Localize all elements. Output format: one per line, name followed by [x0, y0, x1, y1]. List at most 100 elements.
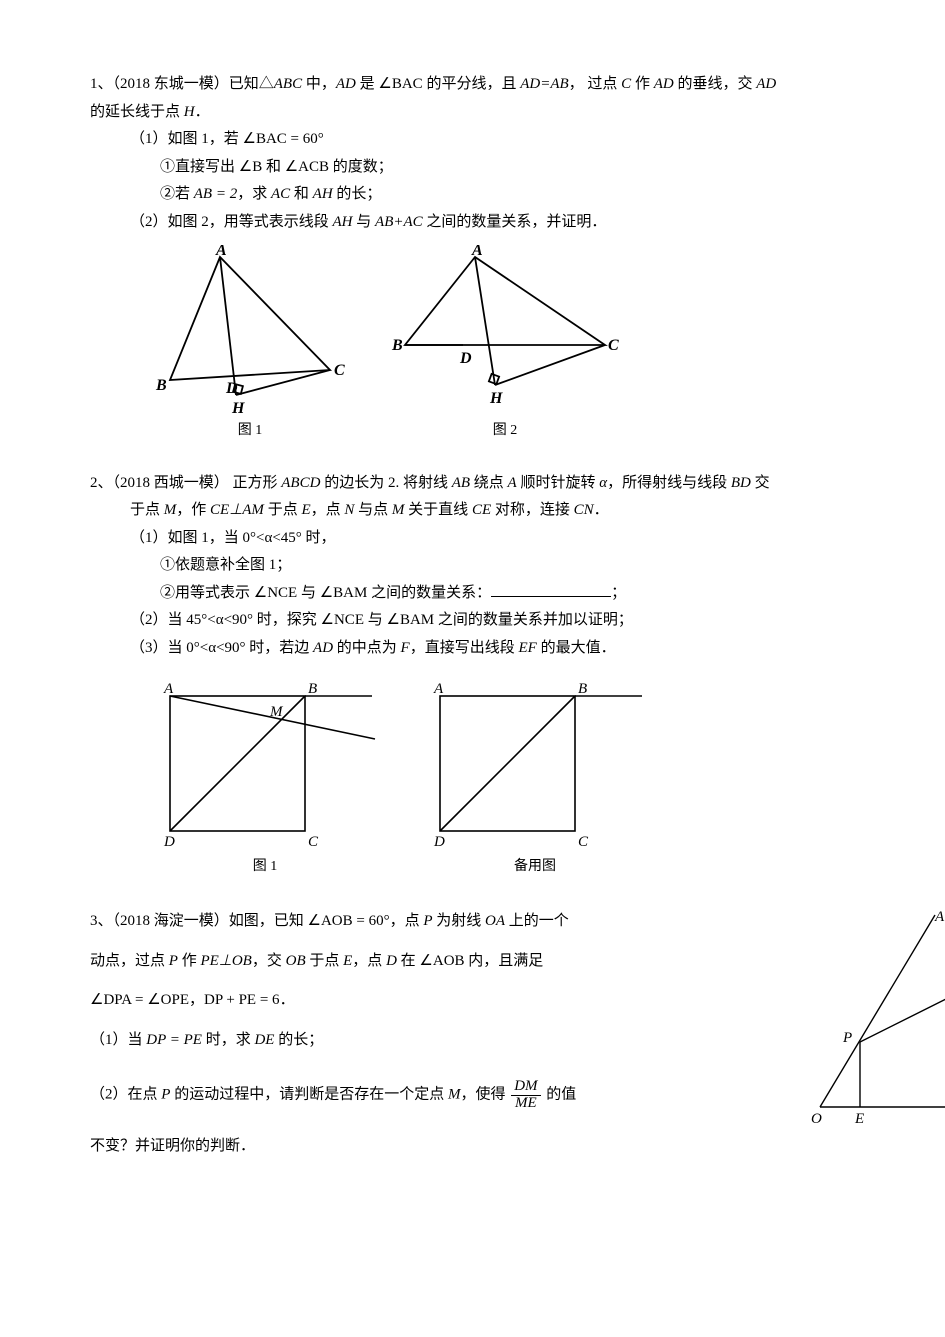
- p1-abc: ABC: [274, 76, 302, 92]
- p1f2-C: C: [608, 337, 619, 354]
- problem-3: 3、（2018 海淀一模）如图，已知 ∠AOB = 60°，点 P 为射线 OA…: [90, 907, 945, 1161]
- p3-fig-svg: A B O P D E: [805, 907, 945, 1127]
- p1f1-D: D: [225, 380, 238, 397]
- p3-s2-d: M: [448, 1087, 461, 1103]
- p1-l1-t2: 是: [356, 76, 379, 92]
- p1-l2-a: 的延长线于点: [90, 104, 184, 120]
- frac-num: DM: [511, 1079, 540, 1096]
- p3-s2-a: （2）在点: [90, 1087, 161, 1103]
- p2-l2-2: 于点: [264, 502, 302, 518]
- p1-s12-g: 的长；: [333, 186, 382, 202]
- p2-sub2: （2）当 45°<α<90° 时，探究 ∠NCE 与 ∠BAM 之间的数量关系并…: [90, 608, 945, 634]
- p2-s3-c: 的中点为: [333, 640, 401, 656]
- blank-line: [491, 582, 611, 597]
- p3-last: 不变？并证明你的判断．: [90, 1134, 795, 1160]
- p1f1-H: H: [231, 400, 245, 415]
- p3-l3-a: ∠DPA = ∠OPE: [90, 992, 189, 1008]
- p1-s2-e: 之间的数量关系，并证明．: [423, 214, 607, 230]
- problem-1: 1、（2018 东城一模）已知△ABC 中，AD 是 ∠BAC 的平分线，且 A…: [90, 72, 945, 443]
- p3-s1-a: （1）当: [90, 1032, 146, 1048]
- p1-l1-t0: 1、（2018 东城一模）已知△: [90, 76, 274, 92]
- p1-s12-b: AB = 2: [194, 186, 237, 202]
- p1-l2-b: ．: [195, 104, 210, 120]
- p3-line1: 3、（2018 海淀一模）如图，已知 ∠AOB = 60°，点 P 为射线 OA…: [90, 909, 795, 935]
- p1-s12-d: AC: [271, 186, 290, 202]
- p3-l2-OB: OB: [286, 953, 306, 969]
- p3-l1-0: 3、（2018 海淀一模）如图，已知: [90, 913, 308, 929]
- frac-den: ME: [511, 1096, 540, 1112]
- p2f1-D: D: [163, 834, 175, 850]
- p2-s3-f: EF: [518, 640, 536, 656]
- p1-s2-d: AB+AC: [375, 214, 423, 230]
- p2-M2: M: [392, 502, 405, 518]
- p2-s2-a: （2）当 45°<α<90° 时，探究: [130, 612, 321, 628]
- p1-fig1-cap: 图 1: [150, 419, 350, 443]
- p1-l1-t4: ， 过点: [569, 76, 622, 92]
- p3-s2-c: 的运动过程中，请判断是否存在一个定点: [170, 1087, 448, 1103]
- fraction-dm-me: DM ME: [511, 1079, 540, 1112]
- p1-s12-f: AH: [313, 186, 333, 202]
- p2-sub1: （1）如图 1，当 0°<α<45° 时，: [90, 526, 945, 552]
- p1-sub1-2: ②若 AB = 2，求 AC 和 AH 的长；: [90, 182, 945, 208]
- p2-s2-b: ∠NCE: [321, 612, 364, 628]
- p3-l3-e: ．: [280, 992, 295, 1008]
- p2-l1-2: 绕点: [470, 475, 508, 491]
- p2-s2-d: ∠BAM: [387, 612, 435, 628]
- p1-H: H: [184, 104, 195, 120]
- p2-l1-4: ，所得射线与线段: [607, 475, 731, 491]
- p2-CEAM: CE⊥AM: [210, 502, 264, 518]
- p2-sub3: （3）当 0°<α<90° 时，若边 AD 的中点为 F，直接写出线段 EF 的…: [90, 636, 945, 662]
- p2f1-C: C: [308, 834, 319, 850]
- p2-s3-a: （3）当 0°<α<90° 时，若边: [130, 640, 313, 656]
- p1-c: C: [621, 76, 631, 92]
- p2-line1: 2、（2018 西城一模） 正方形 ABCD 的边长为 2. 将射线 AB 绕点…: [90, 471, 945, 497]
- p1-s11-c: 和: [262, 159, 285, 175]
- p2-fig2-block: A B C D 备用图: [420, 681, 650, 879]
- p1-line2: 的延长线于点 H．: [90, 100, 945, 126]
- p3-l3-b: DP + PE = 6: [204, 992, 280, 1008]
- p1-bac: ∠BAC: [378, 76, 422, 92]
- p1-fig1-block: A B C D H 图 1: [150, 245, 350, 443]
- p1f1-A: A: [215, 245, 227, 259]
- p2-s12-b: ∠NCE: [254, 585, 297, 601]
- p1-s12-c: ，求: [237, 186, 271, 202]
- p3-line2: 动点，过点 P 作 PE⊥OB，交 OB 于点 E，点 D 在 ∠AOB 内，且…: [90, 949, 795, 975]
- p1-s12-a: ②若: [160, 186, 194, 202]
- p2-alpha: α: [599, 475, 607, 491]
- p2-s12-c: 与: [297, 585, 320, 601]
- p2-BD: BD: [731, 475, 751, 491]
- p3-l1-eq: ∠AOB = 60°: [308, 913, 390, 929]
- p2-s2-c: 与: [364, 612, 387, 628]
- p1-adab: AD=AB: [520, 76, 568, 92]
- p1-figures: A B C D H 图 1 A: [150, 245, 945, 443]
- p3f-O: O: [811, 1111, 822, 1127]
- p3-l1-P: P: [423, 913, 432, 929]
- p2-CE: CE: [472, 502, 491, 518]
- p2-l2-1: ，作: [176, 502, 210, 518]
- p1-s2-a: （2）如图 2，用等式表示线段: [130, 214, 333, 230]
- p1-s2-c: 与: [353, 214, 376, 230]
- p3-l2-3: 于点: [306, 953, 344, 969]
- p3-l2-4: ，点: [352, 953, 386, 969]
- p2-sub1-1: ①依题意补全图 1；: [90, 553, 945, 579]
- p3-line3: ∠DPA = ∠OPE，DP + PE = 6．: [90, 988, 795, 1014]
- p1-s11-a: ①直接写出: [160, 159, 239, 175]
- p3-l2-E: E: [343, 953, 352, 969]
- p1-s11-d: ∠ACB: [285, 159, 329, 175]
- p3f-E: E: [854, 1111, 864, 1127]
- p2-l1-0: 2、（2018 西城一模） 正方形: [90, 475, 281, 491]
- p1-ad2: AD: [654, 76, 674, 92]
- p2-A: A: [508, 475, 517, 491]
- p1-s11-e: 的度数；: [329, 159, 393, 175]
- p1-fig2-block: A B C D H 图 2: [390, 245, 620, 443]
- p1-ad: AD: [336, 76, 356, 92]
- p1-l1-t6: 的垂线，交: [674, 76, 757, 92]
- p1-s12-e: 和: [290, 186, 313, 202]
- p1-sub2: （2）如图 2，用等式表示线段 AH 与 AB+AC 之间的数量关系，并证明．: [90, 210, 945, 236]
- p2-line2: 于点 M，作 CE⊥AM 于点 E，点 N 与点 M 关于直线 CE 对称，连接…: [90, 498, 945, 524]
- p3-s1-e: 的长；: [274, 1032, 323, 1048]
- p2f2-C: C: [578, 834, 589, 850]
- p1-line1: 1、（2018 东城一模）已知△ABC 中，AD 是 ∠BAC 的平分线，且 A…: [90, 72, 945, 98]
- p3-figure: A B O P D E: [805, 907, 945, 1127]
- p2-l1-5: 交: [751, 475, 770, 491]
